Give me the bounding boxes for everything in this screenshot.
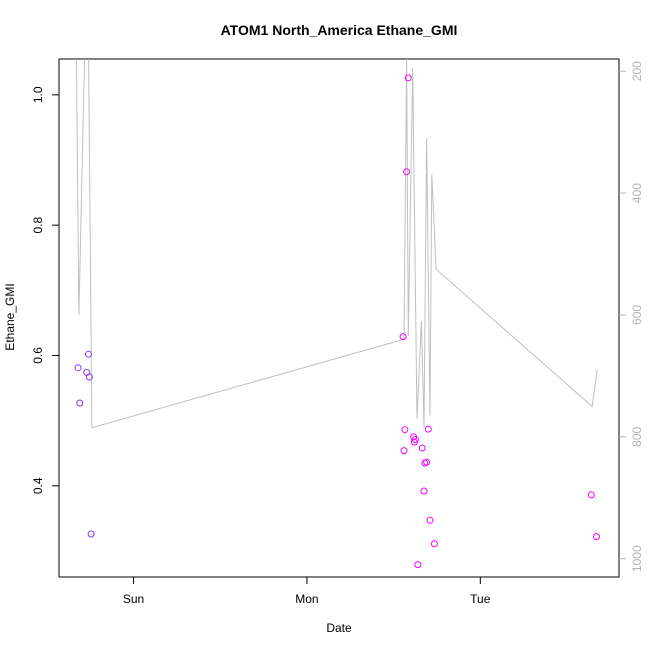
chart-title: ATOM1 North_America Ethane_GMI (221, 22, 458, 38)
y-tick-label: 0.4 (31, 477, 45, 494)
data-point (401, 426, 409, 434)
x-tick-label: Sun (123, 592, 144, 606)
data-point (74, 364, 82, 372)
y2-tick-label: 800 (630, 427, 644, 447)
y-axis-label: Ethane_GMI (3, 283, 17, 350)
secondary-y-axis: 200 400 600 800 1000 (619, 61, 644, 572)
y-tick-label: 1.0 (31, 86, 45, 103)
data-point (399, 333, 407, 341)
data-point (87, 530, 95, 538)
y2-tick-label: 1000 (630, 545, 644, 572)
ethane-points (74, 74, 600, 569)
data-point (587, 491, 595, 499)
data-point (403, 168, 411, 176)
data-point (418, 444, 426, 452)
data-point (400, 447, 408, 455)
x-axis: Sun Mon Tue (123, 577, 491, 606)
pressure-line (75, 59, 598, 429)
data-point (85, 373, 93, 381)
data-point (420, 487, 428, 495)
pressure-series (75, 59, 598, 429)
data-point (426, 516, 434, 524)
x-tick-label: Mon (295, 592, 318, 606)
data-point (423, 458, 431, 466)
y-axis: 0.4 0.6 0.8 1.0 (31, 86, 59, 494)
data-point (424, 425, 432, 433)
data-point (414, 561, 422, 569)
data-point (76, 399, 84, 407)
plot-frame (58, 58, 620, 578)
y2-tick-label: 600 (630, 305, 644, 325)
data-point (593, 533, 600, 541)
y-tick-label: 0.6 (31, 347, 45, 364)
y-tick-label: 0.8 (31, 216, 45, 233)
y2-tick-label: 200 (630, 61, 644, 81)
x-axis-label: Date (326, 621, 352, 635)
data-point (85, 350, 92, 358)
y2-tick-label: 400 (630, 183, 644, 203)
data-point (411, 436, 419, 443)
data-point (430, 540, 438, 548)
x-tick-label: Tue (470, 592, 491, 606)
data-point (404, 74, 412, 82)
